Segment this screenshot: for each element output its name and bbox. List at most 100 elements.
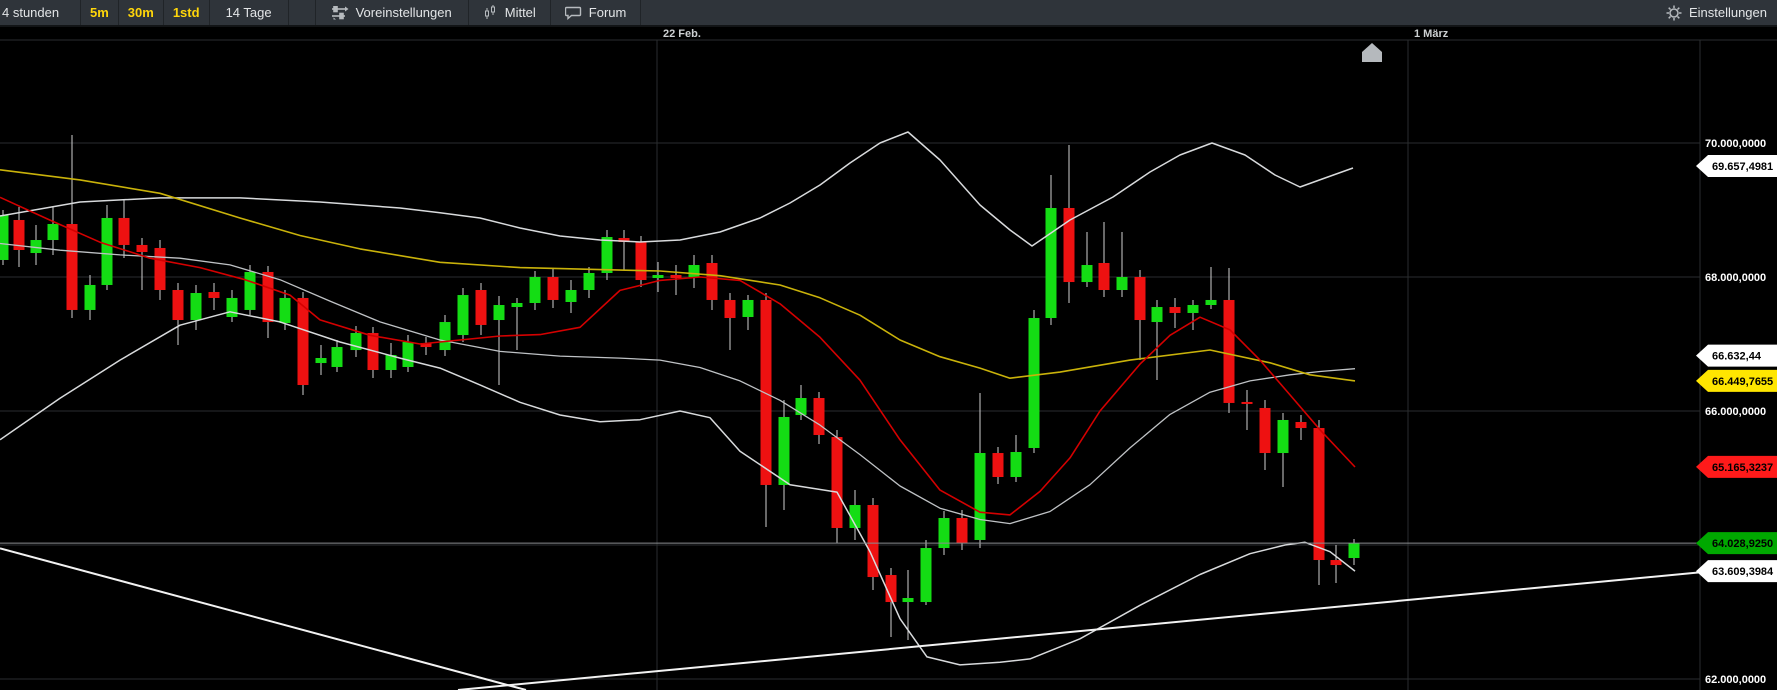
lower-bollinger-band (0, 311, 1356, 666)
price-axis-label: 66.000,0000 (1705, 406, 1766, 418)
price-tag-bubble (1696, 344, 1777, 367)
candle-up (402, 341, 414, 367)
candle-up (1028, 318, 1040, 448)
candle-down (475, 290, 487, 325)
candle-down (1330, 560, 1342, 566)
candle-down (1134, 277, 1146, 321)
candle-up (1010, 452, 1022, 478)
candle-down (670, 274, 682, 279)
settings-label: Einstellungen (1688, 5, 1767, 20)
price-tag-bubble (1696, 369, 1777, 392)
price-tag-bubble (1696, 532, 1777, 555)
candles-layer (0, 135, 1360, 641)
price-chart-canvas[interactable]: 22 Feb. 1 März 70.000,0000 68.000,0000 66.00… (0, 27, 1777, 690)
timeframe-30m-button[interactable]: 30m (119, 0, 164, 25)
candle-down (831, 437, 843, 528)
sliders-icon (331, 5, 349, 20)
toolbar-spacer (289, 0, 316, 25)
candle-down (813, 398, 825, 435)
range-label: 14 Tage (225, 5, 272, 20)
settings-button[interactable]: Einstellungen (1656, 0, 1777, 25)
price-tag: 63.609,3984 (1696, 560, 1777, 583)
chart-area[interactable]: 22 Feb. 1 März 70.000,0000 68.000,0000 66.00… (0, 27, 1777, 690)
mean-label: Mittel (504, 5, 536, 20)
candle-up (902, 598, 914, 603)
candle-up (938, 518, 950, 549)
candle-up (244, 271, 256, 310)
price-tag-value: 65.165,3237 (1712, 462, 1773, 474)
candle-down (1259, 407, 1271, 454)
price-tag-bubble (1696, 455, 1777, 478)
timeframe-current-label: 4 stunden (2, 5, 60, 20)
candle-up (742, 299, 754, 318)
candle-down (297, 297, 309, 386)
mean-indicator-button[interactable]: Mittel (469, 0, 551, 25)
candle-up (385, 354, 397, 371)
price-tag-value: 66.449,7655 (1712, 376, 1773, 388)
date-label: 22 Feb. (663, 28, 701, 40)
price-tag-bubble (1696, 560, 1777, 583)
candle-up (565, 290, 577, 302)
candle-down (867, 505, 879, 578)
candle-up (1151, 307, 1163, 323)
candle-up (101, 217, 113, 285)
candle-down (885, 575, 897, 603)
candle-up (47, 224, 59, 241)
candle-up (920, 548, 932, 603)
candle-down (724, 299, 736, 319)
candle-down (992, 453, 1004, 478)
timeframe-1std-button[interactable]: 1std (164, 0, 210, 25)
price-tag: 65.165,3237 (1696, 455, 1777, 478)
price-tag-value: 69.657,4981 (1712, 161, 1773, 173)
candle-up (688, 265, 700, 278)
candle-up (1187, 305, 1199, 313)
timeframe-30m-label: 30m (127, 5, 154, 20)
timeframe-5m-label: 5m (90, 5, 109, 20)
price-tag-value: 64.028,9250 (1712, 538, 1773, 550)
candle-up (439, 322, 451, 351)
timeframe-5m-button[interactable]: 5m (81, 0, 119, 25)
range-14-tage-button[interactable]: 14 Tage (210, 0, 289, 25)
candle-up (795, 398, 807, 416)
home-marker-icon[interactable] (1362, 43, 1382, 62)
candle-up (1348, 543, 1360, 559)
candle-down (154, 247, 166, 291)
candle-up (583, 272, 595, 291)
chart-toolbar: 4 stunden 5m 30m 1std 14 Tage (0, 0, 1777, 27)
yellow-moving-average (0, 169, 1356, 382)
ascending-trendline[interactable] (457, 564, 1777, 690)
candle-down (13, 219, 25, 251)
price-tag: 64.028,9250 (1696, 532, 1777, 555)
price-tag: 66.632,44 (1696, 344, 1777, 367)
timeframe-current-button[interactable]: 4 stunden (0, 0, 81, 25)
candle-up (30, 240, 42, 254)
price-tag: 66.449,7655 (1696, 369, 1777, 392)
candle-up (350, 333, 362, 351)
candle-down (262, 271, 274, 323)
candle-up (529, 277, 541, 303)
candle-down (1223, 299, 1235, 403)
candle-up (778, 416, 790, 485)
price-tag-bubble (1696, 154, 1777, 177)
forum-button[interactable]: Forum (551, 0, 642, 25)
candle-up (1277, 419, 1289, 454)
candle-up (1116, 277, 1128, 291)
candle-down (635, 242, 647, 281)
candle-up (226, 297, 238, 318)
candle-down (66, 224, 78, 310)
candle-up (190, 293, 202, 321)
descending-trendline[interactable] (0, 547, 527, 690)
presets-button[interactable]: Voreinstellungen (316, 0, 469, 25)
gear-icon (1666, 5, 1682, 21)
candle-up (849, 505, 861, 528)
candle-up (1081, 265, 1093, 283)
price-axis-label: 70.000,0000 (1705, 138, 1766, 150)
candle-up (652, 274, 664, 279)
candle-down (706, 263, 718, 300)
candle-up (279, 297, 291, 324)
price-tag-value: 63.609,3984 (1712, 566, 1774, 578)
candle-down (1169, 307, 1181, 313)
price-tag: 69.657,4981 (1696, 154, 1777, 177)
candle-up (457, 295, 469, 336)
